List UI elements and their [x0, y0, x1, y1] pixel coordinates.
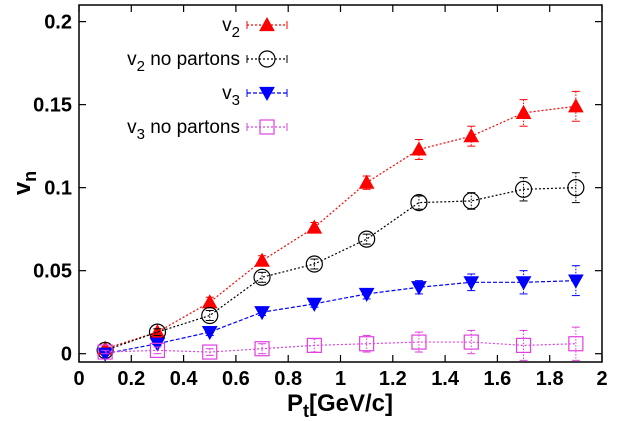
data-point: [253, 268, 271, 286]
data-point: [202, 344, 218, 360]
data-point: [306, 219, 323, 234]
data-point: [97, 344, 113, 360]
data-point: [568, 98, 584, 113]
data-point: [515, 104, 532, 120]
data-point: [463, 128, 480, 143]
data-point: [201, 294, 218, 309]
x-tick-label: 0.2: [117, 368, 145, 390]
data-point: [463, 276, 480, 291]
data-point: [254, 252, 270, 267]
legend-label: v3 no partons: [127, 117, 240, 143]
data-point: [410, 193, 428, 212]
data-point: [567, 179, 585, 197]
data-point: [463, 334, 479, 350]
series-3: [97, 265, 584, 362]
legend-marker: [259, 86, 275, 102]
legend-marker: [259, 16, 275, 32]
legend-marker: [258, 50, 276, 68]
data-point: [149, 337, 166, 352]
x-axis-title: Pt[GeV/c]: [287, 390, 393, 421]
y-tick-label: 0.15: [33, 95, 72, 117]
y-tick-label: 0.2: [44, 12, 72, 34]
series-2: [96, 172, 585, 359]
data-point: [514, 180, 533, 198]
data-point: [201, 326, 218, 341]
legend-label: v2: [222, 15, 240, 41]
data-point: [306, 297, 323, 312]
legend-marker: [259, 119, 275, 135]
data-point: [568, 274, 584, 289]
y-axis-title: vn: [9, 171, 40, 195]
x-tick-label: 0: [73, 368, 84, 390]
data-point: [358, 174, 375, 189]
x-tick-label: 2: [596, 368, 607, 390]
y-tick-label: 0.05: [33, 261, 72, 283]
legend-label: v3: [222, 83, 240, 109]
legend: v2 v2 no partons v3 v3 no partons: [127, 15, 288, 143]
data-point: [358, 230, 376, 248]
x-tick-label: 0.8: [274, 368, 302, 390]
data-point: [411, 141, 427, 156]
y-tick-label: 0: [61, 344, 72, 366]
data-point: [359, 336, 375, 352]
data-point: [97, 347, 113, 362]
data-series: [96, 90, 585, 362]
data-point: [411, 281, 427, 296]
data-point: [254, 341, 270, 357]
data-point: [515, 276, 532, 291]
data-point: [462, 192, 480, 210]
data-point: [305, 255, 323, 273]
data-point: [515, 337, 532, 353]
series-line: [104, 105, 576, 350]
series-line: [105, 280, 576, 355]
x-tick-label: 1.8: [536, 368, 564, 390]
y-tick-label: 0.1: [44, 178, 72, 200]
series-line: [105, 341, 576, 353]
legend-label: v2 no partons: [127, 49, 240, 75]
x-tick-label: 0.4: [170, 368, 199, 390]
series-4: [97, 326, 584, 361]
axis-ticks: 0 0.2 0.4 0.6 0.8 1 1.2 1.4 1.6 1.8 2 0 0.05 0.1 0.15 0…: [33, 5, 608, 390]
data-point: [254, 306, 270, 321]
data-point: [358, 287, 375, 302]
x-tick-label: 1.2: [379, 368, 407, 390]
data-point: [201, 306, 219, 325]
x-tick-label: 1: [335, 368, 346, 390]
data-point: [411, 334, 427, 350]
x-tick-label: 1.4: [431, 368, 460, 390]
data-point: [149, 342, 166, 358]
series-line: [104, 187, 576, 351]
x-tick-label: 0.6: [222, 368, 250, 390]
data-point: [568, 336, 584, 352]
data-point: [306, 337, 322, 353]
x-tick-label: 1.6: [483, 368, 511, 390]
